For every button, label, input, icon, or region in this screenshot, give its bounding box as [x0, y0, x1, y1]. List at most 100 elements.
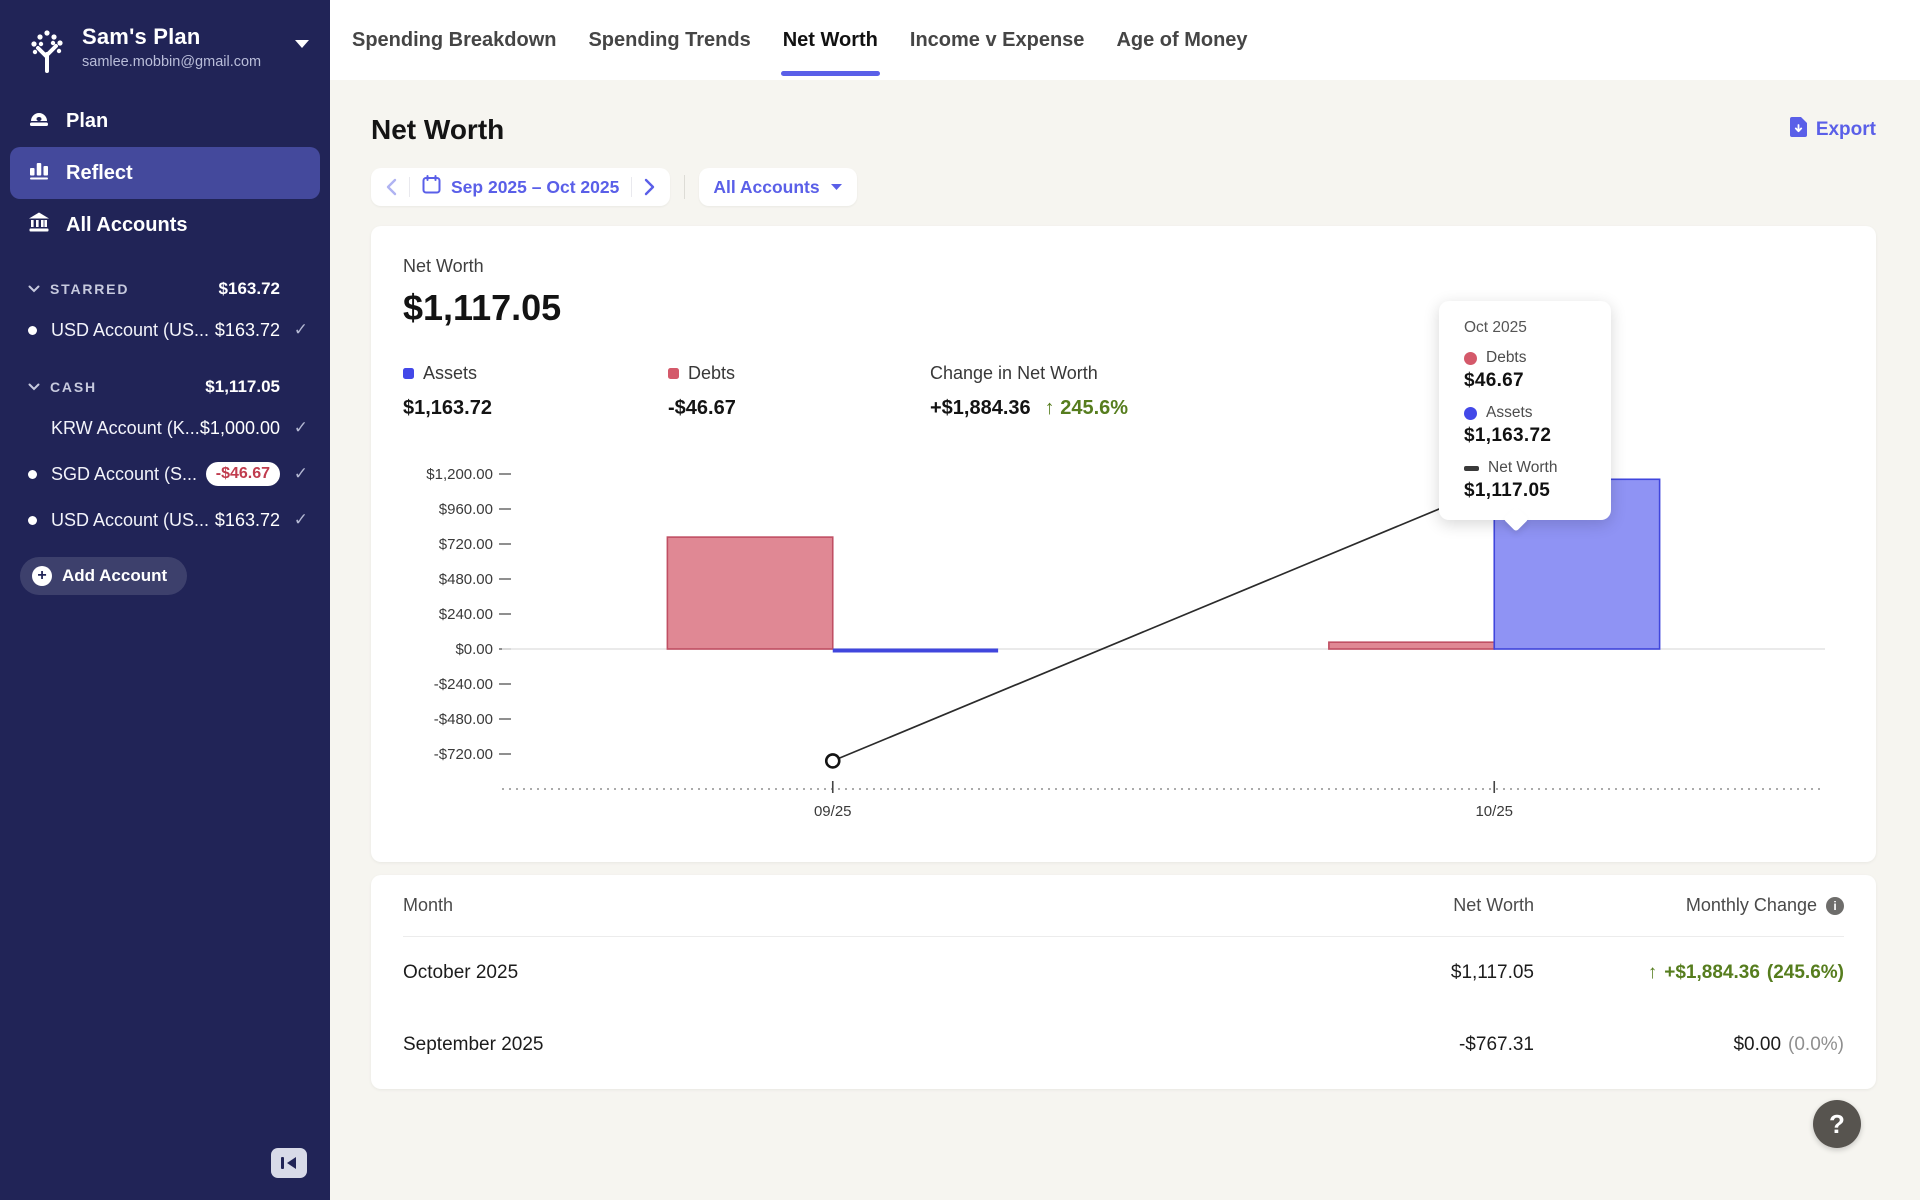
divider	[684, 175, 686, 199]
tab-income-v-expense[interactable]: Income v Expense	[910, 0, 1085, 80]
net-worth-cell: -$767.31	[1458, 1034, 1534, 1055]
change-label: Change in Net Worth	[930, 363, 1098, 383]
tab-label: Income v Expense	[909, 28, 1085, 51]
net-worth-chart-card: Net Worth $1,117.05 Assets $1,163.72 Deb…	[371, 226, 1876, 862]
report-content: Net Worth Export	[330, 80, 1920, 1089]
account-balance-negative-badge: -$46.67	[205, 462, 280, 486]
svg-text:09/25: 09/25	[814, 803, 852, 820]
budget-icon	[27, 106, 51, 136]
group-header-starred[interactable]: STARRED $163.72	[0, 271, 330, 307]
change-pct-cell: (0.0%)	[1788, 1034, 1844, 1055]
divider	[631, 177, 633, 197]
export-file-icon	[1789, 117, 1807, 143]
change-amount-cell: $0.00	[1733, 1034, 1782, 1055]
accounts-filter-dropdown[interactable]: All Accounts	[699, 168, 857, 206]
assets-swatch	[403, 368, 414, 379]
tab-label: Age of Money	[1116, 28, 1248, 51]
group-name: CASH	[50, 379, 97, 395]
divider	[409, 177, 410, 197]
change-amount-cell: +$1,884.36	[1664, 962, 1760, 983]
svg-text:$480.00: $480.00	[439, 571, 493, 588]
debts-value: -$46.67	[668, 397, 736, 419]
account-name: USD Account (US...	[51, 319, 210, 340]
account-balance: $163.72	[214, 319, 280, 340]
sidebar-item-label: All Accounts	[66, 213, 188, 236]
group-total: $1,117.05	[205, 377, 280, 396]
change-stat: Change in Net Worth +$1,884.36 ↑ 245.6%	[930, 363, 1128, 420]
table-row-october: October 2025 $1,117.05 ↑ +$1,884.36 (245…	[403, 937, 1844, 1009]
net-worth-label: Net Worth	[403, 256, 484, 276]
chevron-down-icon	[28, 280, 40, 298]
date-range-button[interactable]: Sep 2025 – Oct 2025	[451, 176, 620, 197]
sidebar-item-reflect[interactable]: Reflect	[10, 147, 320, 199]
tab-net-worth[interactable]: Net Worth	[780, 0, 880, 80]
account-balance: $163.72	[214, 509, 280, 530]
tab-spending-trends[interactable]: Spending Trends	[588, 0, 750, 80]
change-value: +$1,884.36 ↑ 245.6%	[930, 397, 1128, 420]
bank-icon	[27, 210, 51, 240]
column-header-month: Month	[403, 895, 454, 915]
calendar-icon	[422, 175, 441, 199]
sidebar: Sam's Plan samlee.mobbin@gmail.com Plan	[0, 0, 330, 1200]
add-account-button[interactable]: + Add Account	[20, 557, 188, 595]
page-title: Net Worth	[371, 114, 505, 145]
info-icon[interactable]: i	[1826, 896, 1844, 915]
add-account-label: Add Account	[62, 566, 168, 585]
plan-switcher[interactable]: Sam's Plan samlee.mobbin@gmail.com	[0, 0, 330, 79]
account-row-usd-starred[interactable]: USD Account (US... $163.72 ✓	[0, 307, 330, 353]
caret-down-icon	[830, 178, 843, 196]
svg-text:$240.00: $240.00	[439, 606, 493, 623]
net-worth-dash-icon	[1464, 465, 1479, 471]
tooltip-networth-row: Net Worth $1,117.05	[1464, 459, 1558, 501]
account-status-dot	[28, 515, 37, 525]
group-header-cash[interactable]: CASH $1,117.05	[0, 369, 330, 405]
column-header-monthly-change: Monthly Change	[1685, 895, 1817, 915]
svg-text:10/25: 10/25	[1475, 803, 1513, 820]
debts-stat: Debts -$46.67	[668, 363, 930, 420]
next-period-button[interactable]	[644, 178, 656, 196]
net-worth-cell: $1,117.05	[1450, 962, 1534, 983]
account-row-krw[interactable]: KRW Account (K... $1,000.00 ✓	[0, 405, 330, 451]
export-button[interactable]: Export	[1789, 117, 1876, 143]
tooltip-debts-row: Debts $46.67	[1464, 349, 1527, 391]
collapse-sidebar-button[interactable]	[271, 1148, 307, 1178]
sidebar-item-plan[interactable]: Plan	[10, 95, 320, 147]
plus-icon: +	[32, 566, 52, 586]
assets-label: Assets	[423, 363, 478, 383]
group-name: STARRED	[50, 281, 130, 297]
check-icon: ✓	[293, 510, 308, 529]
table-row-september: September 2025 -$767.31 $0.00 (0.0%)	[403, 1009, 1844, 1081]
svg-text:-$480.00: -$480.00	[434, 711, 493, 728]
bar-chart-icon	[27, 158, 51, 188]
sidebar-item-all-accounts[interactable]: All Accounts	[10, 199, 320, 251]
arrow-up-icon: ↑	[1044, 397, 1055, 419]
svg-text:$720.00: $720.00	[439, 536, 493, 553]
monthly-table-card: Month Net Worth Monthly Change i October …	[371, 875, 1876, 1089]
month-cell: September 2025	[403, 1034, 544, 1055]
tab-spending-breakdown[interactable]: Spending Breakdown	[352, 0, 556, 80]
group-total: $163.72	[218, 279, 280, 298]
check-icon: ✓	[293, 320, 308, 339]
net-worth-chart[interactable]: $1,200.00 $960.00 $720.00 $480.00 $240.00 $0.…	[371, 444, 1876, 834]
account-group-starred: STARRED $163.72 USD Account (US... $163.…	[0, 271, 330, 353]
check-icon: ✓	[293, 418, 308, 437]
assets-value: $1,163.72	[403, 397, 492, 419]
active-tab-underline	[780, 71, 880, 76]
svg-text:$960.00: $960.00	[439, 501, 493, 518]
date-range-picker: Sep 2025 – Oct 2025	[371, 168, 671, 206]
svg-text:$1,200.00: $1,200.00	[426, 466, 493, 483]
account-groups: STARRED $163.72 USD Account (US... $163.…	[0, 271, 330, 543]
svg-text:-$240.00: -$240.00	[434, 676, 493, 693]
account-balance: $1,000.00	[199, 417, 280, 438]
sidebar-item-label: Reflect	[66, 161, 133, 184]
tooltip-assets-row: Assets $1,163.72	[1464, 404, 1552, 446]
account-row-usd[interactable]: USD Account (US... $163.72 ✓	[0, 497, 330, 543]
help-button[interactable]: ?	[1813, 1100, 1861, 1148]
tab-age-of-money[interactable]: Age of Money	[1116, 0, 1247, 80]
account-row-sgd[interactable]: SGD Account (S... -$46.67 ✓	[0, 451, 330, 497]
previous-period-button[interactable]	[385, 178, 397, 196]
tooltip-month: Oct 2025	[1464, 319, 1527, 336]
tab-label: Net Worth	[782, 28, 878, 51]
change-pct-cell: (245.6%)	[1766, 962, 1844, 983]
net-worth-value: $1,117.05	[403, 287, 562, 328]
